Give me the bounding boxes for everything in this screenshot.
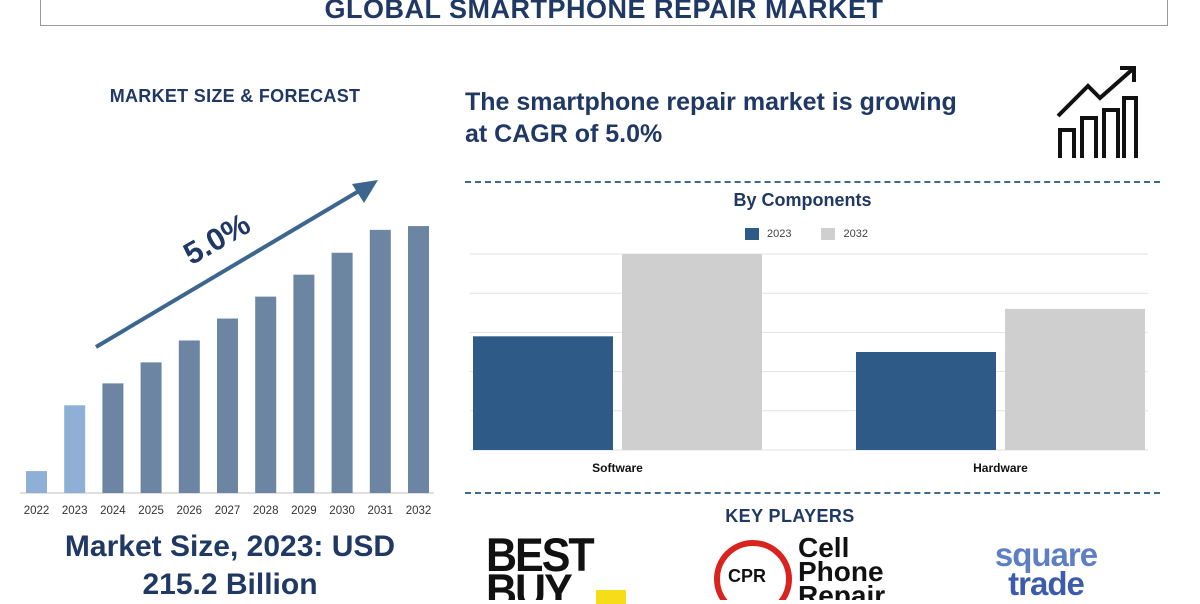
category-label-software: Software <box>592 461 643 475</box>
bar-software-2032 <box>622 254 762 450</box>
market-size-text: Market Size, 2023: USD 215.2 Billion <box>20 528 440 604</box>
trend-arrowhead-icon <box>352 180 378 203</box>
forecast-chart: 2022 2023 2024 2025 2026 2027 2028 2029 2030 2031… <box>20 180 434 517</box>
squaretrade-line2: trade <box>1008 565 1085 600</box>
squaretrade-logo: square trade <box>976 540 1116 600</box>
bestbuy-line2: BUY <box>486 565 573 600</box>
legend-label-2023: 2023 <box>767 228 792 240</box>
bestbuy-logo: BEST BUY <box>486 536 626 600</box>
forecast-tick-2022: 2022 <box>24 505 50 517</box>
title-banner: GLOBAL SMARTPHONE REPAIR MARKET <box>40 0 1168 26</box>
market-size-subtitle: MARKET SIZE & FORECAST <box>109 86 361 106</box>
components-chart-title: By Components <box>733 190 872 210</box>
forecast-bar-2028 <box>255 296 277 493</box>
category-label-hardware: Hardware <box>973 461 1028 475</box>
legend-item-2023: 2023 <box>745 228 791 240</box>
headline-line1: The smartphone repair market is growing <box>465 88 957 116</box>
headline-line2: at CAGR of 5.0% <box>465 120 663 148</box>
forecast-bar-2027 <box>217 318 238 493</box>
forecast-tick-2027: 2027 <box>215 505 241 517</box>
legend-swatch-2032 <box>821 228 836 240</box>
forecast-bar-2025 <box>140 362 162 493</box>
forecast-bar-2029 <box>293 274 315 493</box>
forecast-tick-2024: 2024 <box>100 505 126 517</box>
cagr-annotation: 5.0% <box>177 206 256 272</box>
bestbuy-tag-icon <box>596 590 626 604</box>
forecast-tick-2029: 2029 <box>291 505 317 517</box>
trend-arrow-icon <box>94 186 366 349</box>
forecast-tick-2031: 2031 <box>368 505 394 517</box>
forecast-bar-2031 <box>369 229 391 493</box>
cpr-circle-icon <box>714 540 792 600</box>
forecast-tick-2032: 2032 <box>406 505 432 517</box>
market-size-line2: 215.2 Billion <box>142 568 318 601</box>
legend-swatch-2023 <box>745 228 759 240</box>
forecast-tick-2028: 2028 <box>253 505 279 517</box>
forecast-bar-2022 <box>26 471 47 493</box>
cpr-logo: CPR Cell Phone Repair <box>714 536 934 600</box>
growth-chart-icon <box>1056 66 1138 158</box>
bestbuy-line1: BEST <box>486 536 595 583</box>
forecast-tick-2026: 2026 <box>177 505 203 517</box>
legend-item-2032: 2032 <box>821 228 868 240</box>
cpr-wordmark: Cell Phone Repair <box>798 536 885 600</box>
cpr-line1: Cell <box>798 536 850 563</box>
components-legend: 2023 2032 <box>745 228 868 240</box>
bar-hardware-2032 <box>1005 308 1145 450</box>
components-chart: Software Hardware <box>470 253 1148 475</box>
cpr-line3: Repair <box>798 580 886 601</box>
forecast-tick-2030: 2030 <box>329 505 355 517</box>
cagr-headline: The smartphone repair market is growing … <box>465 86 1045 150</box>
forecast-tick-2025: 2025 <box>138 505 164 517</box>
forecast-bar-2023 <box>64 405 86 493</box>
bar-software-2023 <box>473 336 613 450</box>
forecast-bar-2032 <box>408 226 429 494</box>
page-title: GLOBAL SMARTPHONE REPAIR MARKET <box>324 0 884 24</box>
squaretrade-line1: square <box>994 540 1098 573</box>
cpr-badge: CPR <box>728 566 767 586</box>
forecast-bar-2030 <box>331 252 353 493</box>
legend-label-2032: 2032 <box>843 228 868 240</box>
divider-bottom <box>465 492 1160 494</box>
forecast-bar-2026 <box>178 340 200 493</box>
bar-hardware-2023 <box>856 352 996 450</box>
market-size-line1: Market Size, 2023: USD <box>64 530 396 563</box>
key-players-title: KEY PLAYERS <box>725 506 855 526</box>
forecast-bar-2024 <box>102 383 124 493</box>
cpr-line2: Phone <box>798 556 884 587</box>
divider-top <box>465 181 1160 183</box>
forecast-tick-2023: 2023 <box>62 505 88 517</box>
